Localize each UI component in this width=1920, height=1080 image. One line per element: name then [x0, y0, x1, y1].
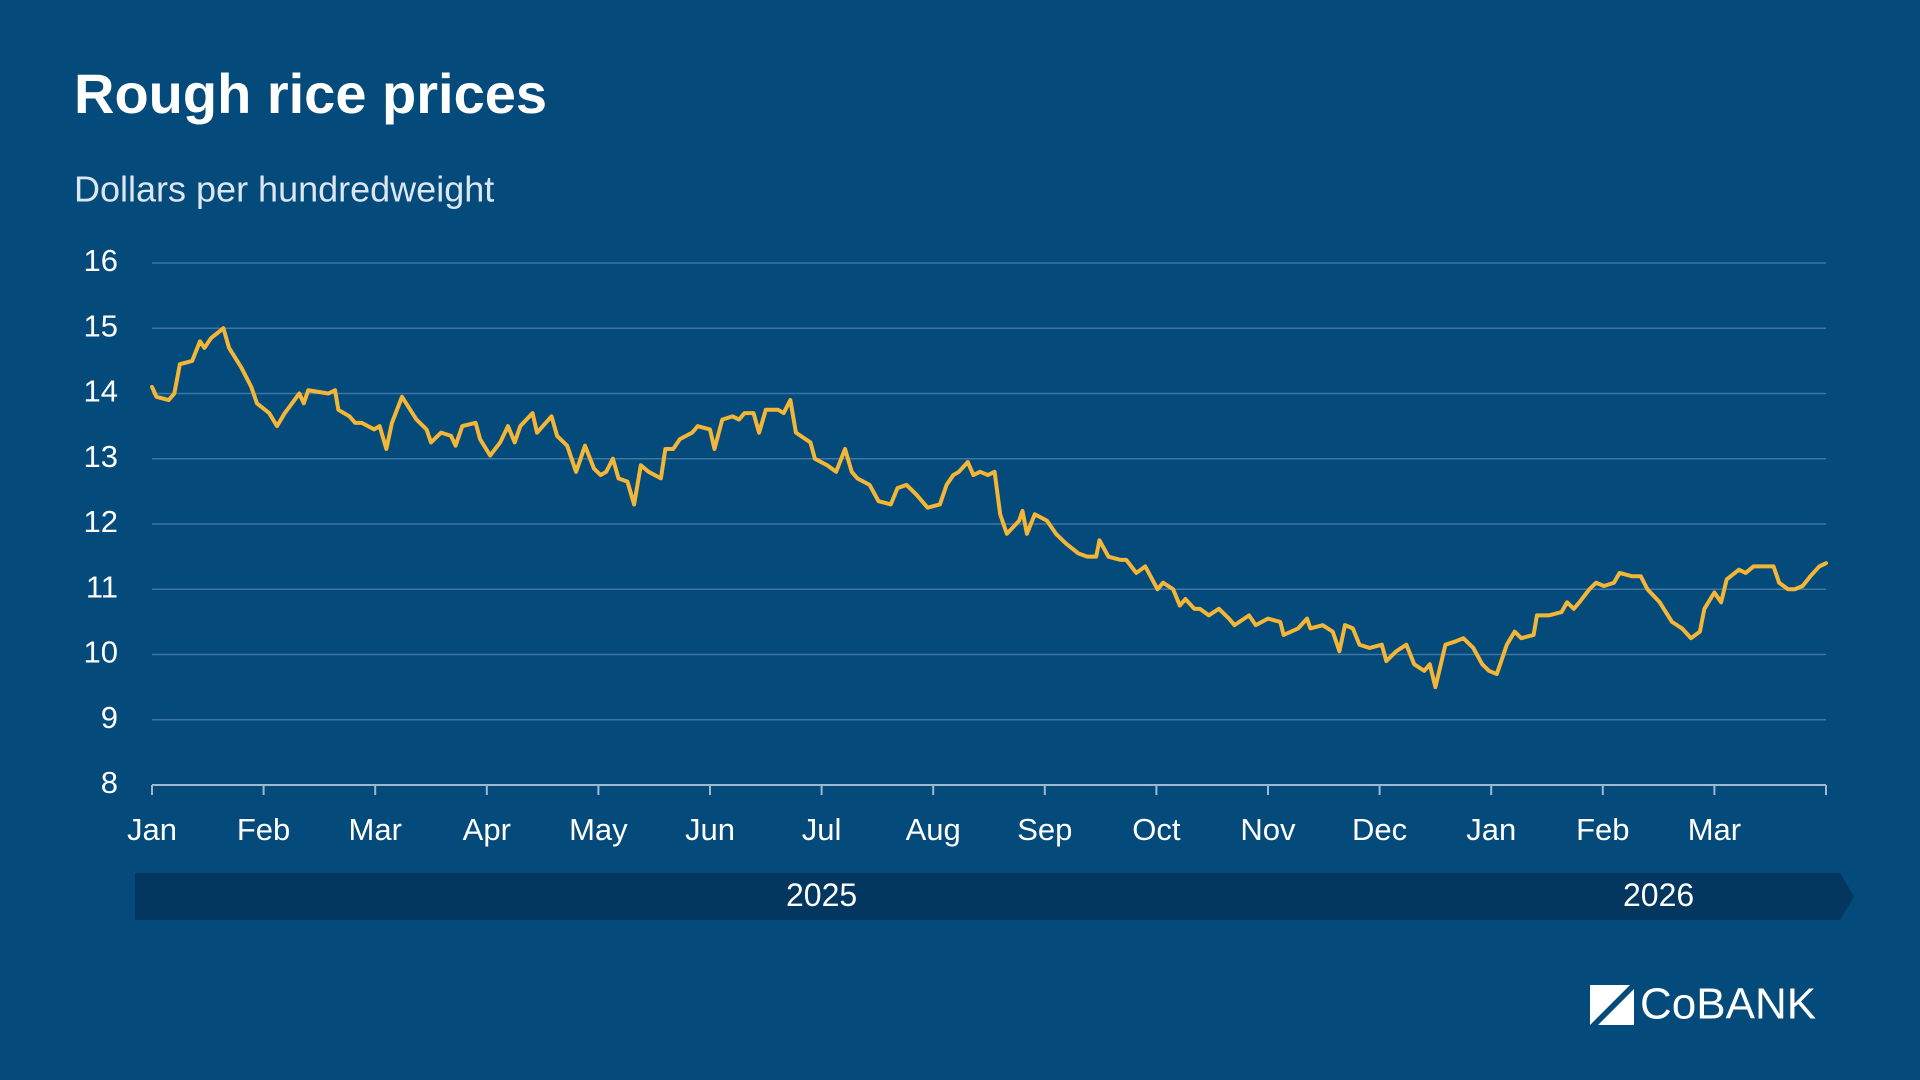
x-tick-label: Jan	[127, 812, 177, 847]
logo-text: CoBANK	[1640, 980, 1816, 1029]
price-line	[150, 326, 1828, 690]
y-tick-label: 16	[84, 243, 118, 278]
y-tick-label: 10	[84, 635, 118, 670]
y-tick-label: 13	[84, 439, 118, 474]
logo: CoBANK	[1590, 980, 1816, 1029]
x-tick-label: Jan	[1466, 812, 1516, 847]
year-label: 2025	[786, 877, 857, 913]
x-tick-label: May	[569, 812, 628, 847]
y-tick-label: 9	[101, 700, 118, 735]
year-band	[135, 873, 1520, 920]
y-tick-label: 8	[101, 765, 118, 800]
y-tick-label: 15	[84, 308, 118, 343]
x-tick-label: Jul	[802, 812, 842, 847]
x-tick-label: Mar	[349, 812, 402, 847]
x-tick-label: Jun	[685, 812, 735, 847]
x-tick-label: Feb	[237, 812, 290, 847]
x-tick-label: Oct	[1132, 812, 1181, 847]
x-tick-label: Mar	[1688, 812, 1741, 847]
y-tick-label: 12	[84, 504, 118, 539]
year-band	[1485, 873, 1854, 920]
y-tick-label: 11	[86, 569, 118, 604]
x-tick-label: Apr	[463, 812, 511, 847]
y-tick-label: 14	[84, 374, 118, 409]
x-tick-label: Sep	[1017, 812, 1072, 847]
x-tick-label: Feb	[1576, 812, 1629, 847]
chart-subtitle: Dollars per hundredweight	[74, 169, 494, 210]
logo-mark	[1590, 985, 1634, 1025]
chart-title: Rough rice prices	[74, 62, 547, 125]
x-tick-label: Aug	[906, 812, 961, 847]
year-label: 2026	[1623, 877, 1694, 913]
x-tick-label: Dec	[1352, 812, 1407, 847]
x-tick-label: Nov	[1240, 812, 1296, 847]
